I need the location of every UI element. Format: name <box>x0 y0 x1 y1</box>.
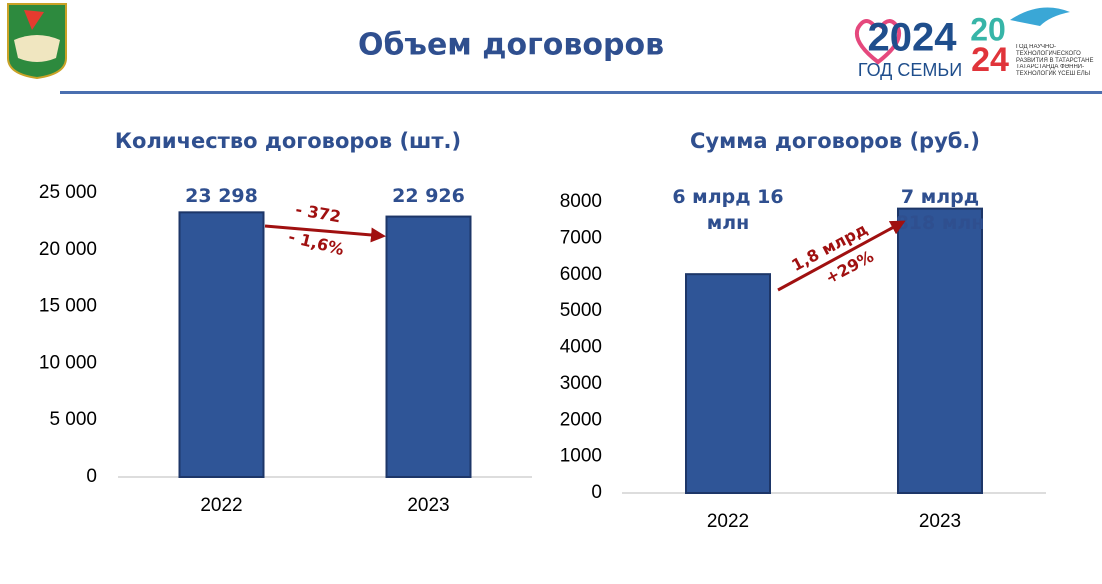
logo-sci-tt: ТАТАРСТАНДА ФӘННИ-ТЕХНОЛОГИК ҮСЕШ ЕЛЫ <box>1016 64 1091 77</box>
x-tick-label: 2022 <box>707 511 749 532</box>
value-label-box: 23 298 <box>185 185 258 207</box>
year-logo: 2024 ГОД СЕМЬИ 20 24 ГОД НАУЧНО-ТЕХНОЛОГ… <box>855 7 1094 80</box>
y-tick-label: 0 <box>591 482 602 503</box>
y-tick-label: 0 <box>86 466 97 487</box>
change-annotation: - 372 <box>294 200 342 227</box>
y-tick-label: 1000 <box>560 446 602 467</box>
logo-year: 2024 <box>868 16 958 60</box>
y-tick-label: 10 000 <box>39 352 97 373</box>
change-arrow <box>264 224 386 243</box>
y-tick-label: 8000 <box>560 191 602 212</box>
value-label: 7 млрд 818 млн <box>895 186 985 234</box>
y-tick-label: 25 000 <box>39 182 97 203</box>
y-tick-label: 5 000 <box>49 409 97 430</box>
chart-title: Сумма договоров (руб.) <box>690 129 980 153</box>
value-label: 6 млрд 16 млн <box>672 186 784 234</box>
y-tick-label: 4000 <box>560 337 602 358</box>
y-tick-label: 3000 <box>560 373 602 394</box>
value-label-box: 22 926 <box>392 185 465 207</box>
y-tick-label: 7000 <box>560 227 602 248</box>
y-tick-label: 5000 <box>560 300 602 321</box>
chart-title: Количество договоров (шт.) <box>115 129 461 153</box>
y-tick-label: 6000 <box>560 264 602 285</box>
title-rule <box>60 91 1102 94</box>
value-label: 23 298 <box>185 185 258 207</box>
change-arrow <box>777 220 906 292</box>
logo-sci-bottom: 24 <box>971 41 1009 79</box>
value-label: 22 926 <box>392 185 465 207</box>
x-tick-label: 2022 <box>200 495 242 516</box>
y-tick-label: 20 000 <box>39 239 97 260</box>
slide-title: Объем договоров <box>358 28 664 63</box>
y-tick-label: 2000 <box>560 409 602 430</box>
x-tick-label: 2023 <box>407 495 449 516</box>
logo-sci-top: 20 <box>970 11 1006 47</box>
y-tick-label: 15 000 <box>39 296 97 317</box>
bar <box>385 215 472 478</box>
bar <box>178 211 265 478</box>
bar <box>685 273 771 494</box>
city-emblem <box>7 3 67 80</box>
value-label-box: 6 млрд 16 млн <box>672 186 784 234</box>
x-tick-label: 2023 <box>919 511 961 532</box>
bar <box>897 207 983 495</box>
value-label-box: 7 млрд 818 млн <box>895 186 985 234</box>
logo-family: ГОД СЕМЬИ <box>858 60 962 80</box>
logo-sci-ru: ГОД НАУЧНО-ТЕХНОЛОГИЧЕСКОГО РАЗВИТИЯ В Т… <box>1016 44 1094 64</box>
